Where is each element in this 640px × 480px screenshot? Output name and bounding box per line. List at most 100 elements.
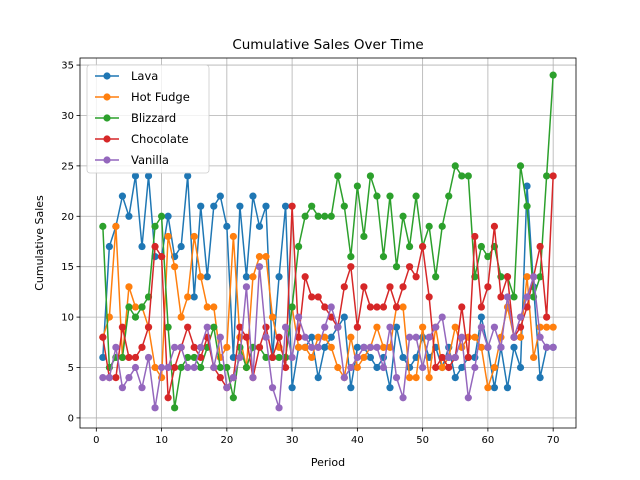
data-point-vanilla (392, 373, 401, 382)
data-point-vanilla (118, 384, 127, 392)
data-point-chocolate (464, 353, 472, 362)
data-point-chocolate (405, 263, 414, 271)
data-point-lava (477, 313, 485, 321)
data-point-vanilla (340, 373, 348, 382)
data-point-hot-fudge (131, 303, 140, 311)
data-point-hot-fudge (353, 363, 361, 372)
y-tick-label: 20 (61, 212, 74, 223)
data-point-hot-fudge (203, 303, 211, 311)
data-point-chocolate (497, 293, 505, 301)
data-point-vanilla (445, 353, 453, 362)
data-point-blizzard (242, 363, 251, 372)
data-point-lava (275, 273, 283, 281)
y-axis-label: Cumulative Sales (33, 195, 46, 291)
data-point-lava (523, 182, 531, 190)
y-tick-label: 0 (68, 413, 74, 424)
data-point-blizzard (125, 303, 133, 311)
data-point-blizzard (334, 172, 342, 180)
data-point-lava (262, 202, 270, 210)
data-point-lava (392, 323, 401, 331)
legend-swatch-marker (103, 93, 111, 101)
legend-label: Blizzard (131, 111, 176, 125)
data-point-chocolate (184, 323, 192, 331)
legend-box (86, 64, 210, 174)
legend-label: Lava (131, 69, 158, 83)
data-point-blizzard (210, 323, 218, 331)
data-point-vanilla (484, 343, 492, 351)
data-point-chocolate (392, 303, 401, 311)
data-point-lava (118, 192, 127, 200)
data-point-blizzard (197, 363, 205, 372)
data-point-chocolate (399, 283, 407, 291)
data-point-hot-fudge (301, 343, 309, 351)
y-axis: 0 5 10 15 20 25 30 35 (61, 61, 80, 424)
data-point-lava (216, 192, 224, 200)
data-point-lava (151, 253, 159, 261)
data-point-vanilla (386, 323, 394, 331)
data-point-hot-fudge (268, 313, 277, 321)
data-point-vanilla (360, 343, 368, 351)
data-point-blizzard (405, 242, 414, 251)
data-point-chocolate (131, 353, 140, 362)
data-point-vanilla (210, 363, 218, 372)
data-point-blizzard (118, 353, 127, 362)
data-point-blizzard (366, 172, 375, 180)
data-point-lava (386, 384, 394, 392)
x-tick-label: 50 (416, 435, 429, 446)
data-point-vanilla (529, 273, 538, 281)
legend-swatch-marker (103, 114, 111, 122)
data-point-lava (105, 242, 113, 251)
data-point-chocolate (125, 353, 133, 362)
data-point-hot-fudge (412, 373, 420, 382)
data-point-vanilla (288, 353, 296, 362)
data-point-lava (321, 343, 329, 351)
data-point-vanilla (171, 343, 179, 351)
data-point-vanilla (399, 394, 407, 402)
data-point-hot-fudge (190, 232, 198, 241)
data-point-vanilla (177, 343, 185, 351)
data-point-hot-fudge (451, 323, 459, 331)
data-point-chocolate (347, 263, 355, 271)
data-point-hot-fudge (171, 263, 179, 271)
data-point-blizzard (190, 353, 198, 362)
data-point-lava (490, 384, 499, 392)
data-point-chocolate (419, 242, 427, 251)
data-point-lava (399, 353, 407, 362)
data-point-blizzard (516, 162, 525, 170)
data-point-chocolate (255, 343, 264, 351)
data-point-lava (347, 384, 355, 392)
data-point-hot-fudge (438, 363, 446, 372)
data-point-vanilla (503, 293, 512, 301)
data-point-blizzard (543, 172, 551, 180)
data-point-vanilla (229, 373, 237, 382)
data-point-blizzard (288, 303, 296, 311)
data-point-hot-fudge (255, 253, 264, 261)
data-point-lava (144, 172, 153, 180)
data-point-vanilla (236, 353, 244, 362)
data-point-vanilla (131, 363, 140, 372)
data-point-vanilla (268, 384, 277, 392)
data-point-lava (308, 333, 316, 341)
data-point-vanilla (255, 263, 264, 271)
data-point-blizzard (399, 212, 407, 220)
data-point-blizzard (184, 353, 192, 362)
data-point-chocolate (275, 333, 283, 341)
data-point-vanilla (275, 404, 283, 412)
data-point-chocolate (295, 333, 303, 341)
data-point-vanilla (543, 343, 551, 351)
data-point-chocolate (386, 283, 394, 291)
data-point-vanilla (464, 394, 472, 402)
data-point-blizzard (321, 212, 329, 220)
data-point-chocolate (288, 202, 296, 210)
series-line-chocolate (102, 175, 554, 399)
data-point-blizzard (353, 182, 361, 190)
x-tick-label: 30 (286, 435, 299, 446)
data-point-vanilla (438, 313, 446, 321)
data-point-vanilla (477, 323, 485, 331)
legend: Lava Hot Fudge Blizzard Chocolate Vanilla (86, 64, 210, 174)
x-axis: 0 10 20 30 40 50 60 70 (93, 428, 560, 446)
data-point-vanilla (157, 363, 166, 372)
legend-item-chocolate: Chocolate (95, 132, 189, 146)
x-tick-label: 70 (547, 435, 560, 446)
